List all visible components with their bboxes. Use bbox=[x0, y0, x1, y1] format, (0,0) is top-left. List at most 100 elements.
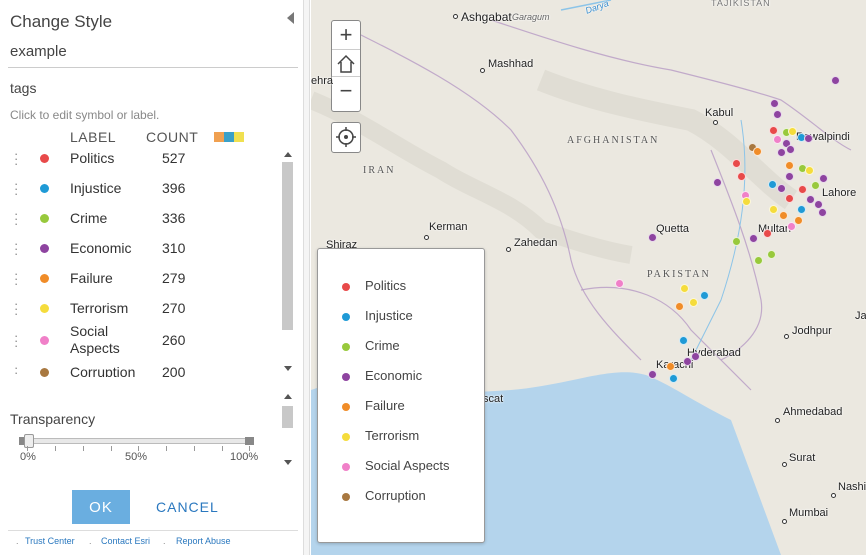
map-point[interactable] bbox=[763, 229, 772, 238]
drag-handle-icon[interactable]: ··· bbox=[14, 236, 19, 261]
map-point[interactable] bbox=[811, 181, 820, 190]
symbol-swatch[interactable] bbox=[40, 304, 49, 313]
locate-button[interactable] bbox=[332, 123, 360, 151]
map-point[interactable] bbox=[785, 172, 794, 181]
symbol-swatch[interactable] bbox=[40, 244, 49, 253]
map-point[interactable] bbox=[777, 184, 786, 193]
report-abuse-link[interactable]: Report Abuse bbox=[176, 536, 231, 546]
map-point[interactable] bbox=[819, 174, 828, 183]
symbol-swatch[interactable] bbox=[40, 368, 49, 377]
category-row[interactable]: · · · Failure 279 bbox=[0, 263, 280, 293]
category-label[interactable]: Economic bbox=[70, 240, 132, 256]
scroll-down-icon[interactable] bbox=[284, 460, 292, 465]
cancel-button[interactable]: CANCEL bbox=[156, 499, 219, 515]
category-row[interactable]: · · · Terrorism 270 bbox=[0, 293, 280, 323]
category-row[interactable]: ··· Corruption 200 bbox=[0, 357, 280, 377]
map-point[interactable] bbox=[767, 250, 776, 259]
map-point[interactable] bbox=[786, 145, 795, 154]
map-point[interactable] bbox=[737, 172, 746, 181]
transparency-slider-thumb[interactable] bbox=[24, 434, 34, 448]
map-point[interactable] bbox=[785, 161, 794, 170]
layer-name-field[interactable]: example bbox=[10, 43, 67, 60]
map-point[interactable] bbox=[732, 237, 741, 246]
drag-handle-icon[interactable]: ··· bbox=[14, 146, 19, 171]
symbol-swatch[interactable] bbox=[40, 154, 49, 163]
map-point[interactable] bbox=[689, 298, 698, 307]
category-label[interactable]: Injustice bbox=[70, 180, 122, 196]
panel-splitter[interactable] bbox=[304, 0, 310, 555]
map-point[interactable] bbox=[675, 302, 684, 311]
map-point[interactable] bbox=[732, 159, 741, 168]
category-label[interactable]: Failure bbox=[70, 270, 113, 286]
drag-handle-icon[interactable]: ··· bbox=[14, 176, 19, 201]
map-point[interactable] bbox=[818, 208, 827, 217]
map-point[interactable] bbox=[773, 135, 782, 144]
category-label[interactable]: Crime bbox=[70, 210, 108, 226]
map-point[interactable] bbox=[691, 352, 700, 361]
drag-handle-icon[interactable]: ··· bbox=[14, 266, 19, 291]
map-point[interactable] bbox=[804, 134, 813, 143]
map-point[interactable] bbox=[749, 234, 758, 243]
map-point[interactable] bbox=[785, 194, 794, 203]
category-row[interactable]: · · · Injustice 396 bbox=[0, 173, 280, 203]
map-point[interactable] bbox=[773, 110, 782, 119]
map-point[interactable] bbox=[683, 357, 692, 366]
zoom-out-button[interactable]: − bbox=[339, 78, 353, 103]
map-point[interactable] bbox=[679, 336, 688, 345]
map-point[interactable] bbox=[753, 147, 762, 156]
map-point[interactable] bbox=[700, 291, 709, 300]
map-point[interactable] bbox=[777, 148, 786, 157]
panel-scrollbar[interactable] bbox=[281, 390, 294, 470]
drag-handle-icon[interactable]: ··· bbox=[14, 328, 19, 353]
category-row[interactable]: · · · Social Aspects 260 bbox=[0, 323, 280, 357]
map-point[interactable] bbox=[805, 166, 814, 175]
ok-button[interactable]: OK bbox=[72, 490, 130, 524]
map-point[interactable] bbox=[648, 233, 657, 242]
map-point[interactable] bbox=[754, 256, 763, 265]
map-point[interactable] bbox=[669, 374, 678, 383]
drag-handle-icon[interactable]: ··· bbox=[14, 360, 19, 377]
map-point[interactable] bbox=[794, 216, 803, 225]
map-point[interactable] bbox=[770, 99, 779, 108]
scroll-down-icon[interactable] bbox=[284, 366, 292, 371]
map-point[interactable] bbox=[788, 127, 797, 136]
category-label[interactable]: Terrorism bbox=[70, 300, 129, 316]
scroll-up-icon[interactable] bbox=[284, 394, 292, 399]
map-point[interactable] bbox=[787, 222, 796, 231]
map-point[interactable] bbox=[769, 205, 778, 214]
map-point[interactable] bbox=[713, 178, 722, 187]
color-ramp-button[interactable] bbox=[214, 132, 244, 142]
map-point[interactable] bbox=[779, 211, 788, 220]
category-label[interactable]: Social Aspects bbox=[70, 323, 120, 356]
drag-handle-icon[interactable]: ··· bbox=[14, 206, 19, 231]
scrollbar-thumb[interactable] bbox=[282, 162, 293, 330]
collapse-panel-icon[interactable] bbox=[287, 12, 294, 24]
scroll-up-icon[interactable] bbox=[284, 152, 292, 157]
map-point[interactable] bbox=[615, 279, 624, 288]
category-row[interactable]: · · · Politics 527 bbox=[0, 143, 280, 173]
scrollbar-thumb[interactable] bbox=[282, 406, 293, 428]
category-row[interactable]: · · · Crime 336 bbox=[0, 203, 280, 233]
drag-handle-icon[interactable]: ··· bbox=[14, 296, 19, 321]
symbol-swatch[interactable] bbox=[40, 214, 49, 223]
map-point[interactable] bbox=[797, 205, 806, 214]
map-point[interactable] bbox=[666, 362, 675, 371]
symbol-swatch[interactable] bbox=[40, 274, 49, 283]
map-point[interactable] bbox=[680, 284, 689, 293]
zoom-in-button[interactable]: + bbox=[339, 22, 353, 47]
contact-esri-link[interactable]: Contact Esri bbox=[101, 536, 151, 546]
category-label[interactable]: Politics bbox=[70, 150, 115, 166]
trust-center-link[interactable]: Trust Center bbox=[25, 536, 75, 546]
category-list-scrollbar[interactable] bbox=[281, 148, 294, 376]
transparency-slider-track[interactable] bbox=[22, 438, 252, 444]
home-button[interactable] bbox=[332, 49, 360, 77]
map-point[interactable] bbox=[742, 197, 751, 206]
map-point[interactable] bbox=[798, 185, 807, 194]
map-point[interactable] bbox=[769, 126, 778, 135]
symbol-swatch[interactable] bbox=[40, 336, 49, 345]
map-point[interactable] bbox=[831, 76, 840, 85]
map-point[interactable] bbox=[806, 195, 815, 204]
map-point[interactable] bbox=[648, 370, 657, 379]
category-label[interactable]: Corruption bbox=[70, 364, 136, 377]
symbol-swatch[interactable] bbox=[40, 184, 49, 193]
